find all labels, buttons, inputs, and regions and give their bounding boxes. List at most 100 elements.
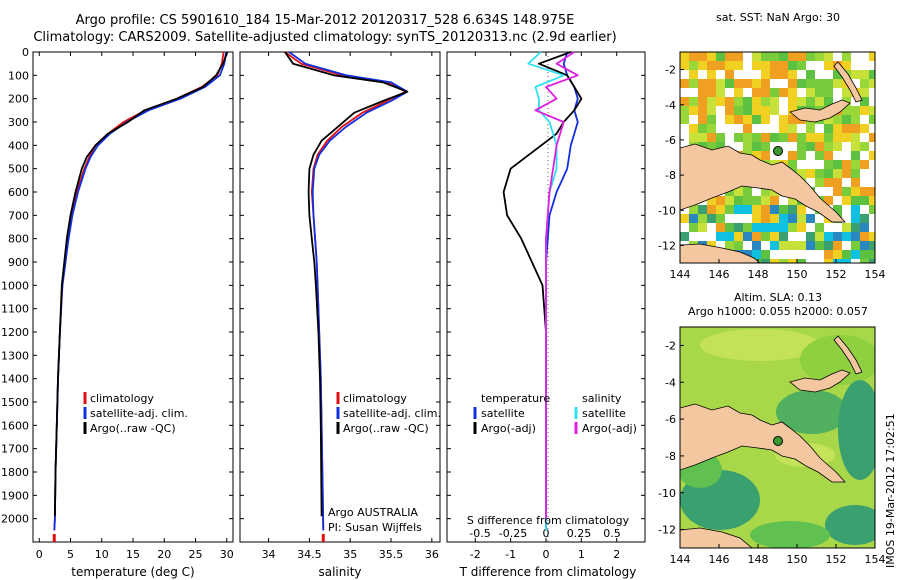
figure-title-line2: Climatology: CARS2009. Satellite-adjuste… [33, 30, 617, 45]
annotation-line: PI: Susan Wijffels [328, 521, 422, 534]
map-y-tick-label: -10 [658, 487, 676, 500]
series-line [288, 51, 409, 531]
legend-label: climatology [343, 392, 407, 405]
legend-label: satellite [481, 407, 525, 420]
y-tick-label: 1700 [1, 443, 29, 456]
map-y-tick-label: -2 [665, 339, 676, 352]
sst-map-panel: sat. SST: NaN Argo: 30 144 146 148 150 152 15… [658, 11, 885, 281]
x-tick-label: 5 [67, 548, 74, 561]
map-frame [679, 326, 876, 549]
series-line [534, 51, 579, 519]
sla-map-panel: Altim. SLA: 0.13 Argo h1000: 0.055 h2000… [658, 291, 885, 566]
x-tick-label: 0 [36, 548, 43, 561]
y-tick-label: 300 [8, 116, 29, 129]
x-tick-label: 1 [578, 548, 585, 561]
new-guinea-land [680, 143, 846, 223]
series-line [53, 51, 225, 531]
series-line [54, 51, 229, 517]
argo-float-marker [773, 436, 783, 446]
legend-header: temperature [481, 392, 550, 405]
series-line [502, 51, 583, 517]
y-tick-label: 1300 [1, 349, 29, 362]
y-tick-label: 1800 [1, 466, 29, 479]
map-y-tick-label: -12 [658, 239, 676, 252]
salinity-legend: climatology satellite-adj. clim. Argo(..… [336, 392, 441, 435]
figure-title-line1: Argo profile: CS 5901610_184 15-Mar-2012… [75, 13, 575, 28]
y-tick-label: 200 [8, 93, 29, 106]
map-x-tick-label: 144 [670, 268, 691, 281]
map-x-tick-label: 152 [826, 268, 847, 281]
timestamp-stamp: IMOS 19-Mar-2012 17:02:51 [884, 413, 897, 568]
x-tick-label: 36 [425, 548, 439, 561]
x-tick-label: 35 [343, 548, 357, 561]
map-x-tick-label: 154 [865, 553, 886, 566]
x-axis-label: T difference from climatology [459, 565, 637, 579]
legend-header: salinity [582, 392, 622, 405]
y-tick-label: 400 [8, 139, 29, 152]
x-tick-label: 2 [613, 548, 620, 561]
x-tick-label: -1 [505, 548, 516, 561]
series-line [53, 51, 227, 531]
map-y-tick-label: -12 [658, 524, 676, 537]
y-tick-label: 1900 [1, 489, 29, 502]
x-tick-label: 30 [220, 548, 234, 561]
map-y-tick-label: -2 [665, 64, 676, 77]
new-ireland-land [833, 335, 863, 375]
map-y-tick-label: -8 [665, 450, 676, 463]
y-tick-label: 1400 [1, 373, 29, 386]
legend-label: Argo(-adj) [582, 422, 637, 435]
temperature-panel: 0 5 10 15 20 25 300100200300400500600700800900… [1, 46, 234, 579]
top-tick-label: 0.5 [603, 527, 621, 540]
annotation-line: Argo AUSTRALIA [328, 506, 418, 519]
map-title: sat. SST: NaN Argo: 30 [716, 11, 840, 24]
y-tick-label: 900 [8, 256, 29, 269]
x-tick-label: 0 [543, 548, 550, 561]
map-y-tick-label: -4 [665, 99, 676, 112]
land-mask [680, 335, 863, 548]
salinity-axes [239, 51, 441, 543]
y-tick-label: 1100 [1, 303, 29, 316]
legend-label: satellite-adj. clim. [343, 407, 441, 420]
map-x-tick-label: 148 [748, 553, 769, 566]
land-mask [680, 61, 863, 263]
top-tick-label: -0.25 [499, 527, 527, 540]
x-tick-label: 25 [189, 548, 203, 561]
map-x-tick-label: 144 [670, 553, 691, 566]
map-frame [679, 51, 876, 264]
map-x-tick-label: 150 [787, 268, 808, 281]
map-x-tick-label: 152 [826, 553, 847, 566]
y-tick-label: 1000 [1, 279, 29, 292]
y-tick-label: 800 [8, 233, 29, 246]
series-line [284, 51, 409, 517]
map-x-tick-label: 146 [709, 553, 730, 566]
x-tick-label: 10 [95, 548, 109, 561]
map-x-tick-label: 154 [865, 268, 886, 281]
y-tick-label: 1500 [1, 396, 29, 409]
legend-label: satellite [582, 407, 626, 420]
x-tick-label: 34 [262, 548, 276, 561]
map-x-tick-label: 148 [748, 268, 769, 281]
x-tick-label: -2 [470, 548, 481, 561]
y-tick-label: 1600 [1, 419, 29, 432]
y-tick-label: 0 [22, 46, 29, 59]
legend-label: satellite-adj. clim. [90, 407, 188, 420]
map-x-tick-label: 150 [787, 553, 808, 566]
y-tick-label: 700 [8, 209, 29, 222]
australia-land [680, 527, 753, 548]
top-tick-label: 0 [543, 527, 550, 540]
map-x-tick-label: 146 [709, 268, 730, 281]
new-britain-land [789, 369, 851, 393]
y-tick-label: 100 [8, 69, 29, 82]
new-guinea-land [680, 403, 846, 483]
y-tick-label: 500 [8, 163, 29, 176]
map-y-tick-label: -6 [665, 413, 676, 426]
x-tick-label: 20 [157, 548, 171, 561]
temperature-legend: climatology satellite-adj. clim. Argo(..… [83, 392, 188, 435]
new-ireland-land [833, 61, 863, 103]
map-y-tick-label: -8 [665, 169, 676, 182]
difference-panel: -2 -1 0 1 2 -0.5 -0.25 0 0.25 0.5 temperature sal… [446, 51, 646, 579]
temperature-axes [32, 51, 234, 543]
top-tick-label: 0.25 [567, 527, 592, 540]
map-subtitle: Argo h1000: 0.055 h2000: 0.057 [688, 305, 868, 318]
